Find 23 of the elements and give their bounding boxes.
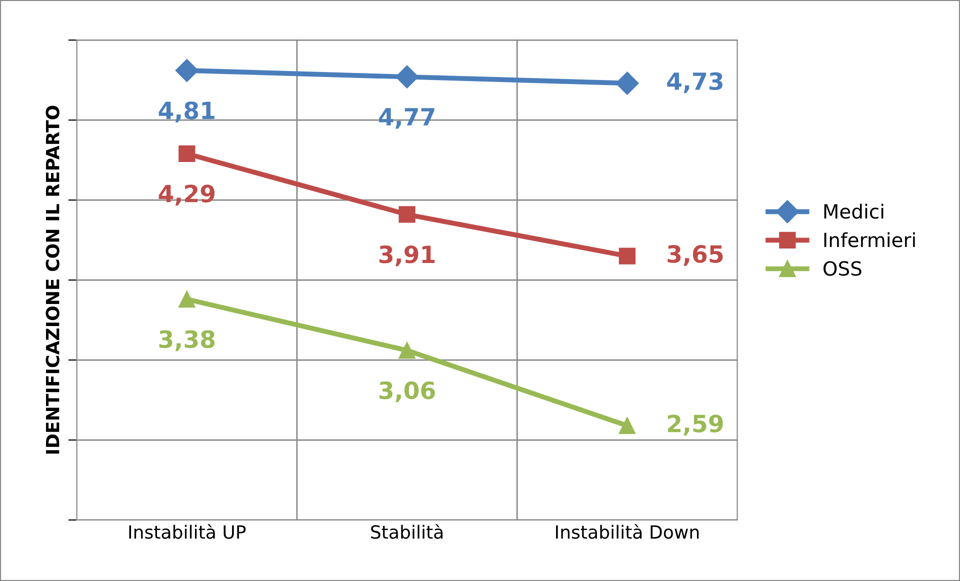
point bbox=[175, 58, 198, 82]
data-label: 3,91 bbox=[379, 245, 435, 266]
data-label: 2,59 bbox=[668, 414, 723, 436]
point bbox=[396, 65, 419, 88]
data-label: 3,06 bbox=[379, 381, 435, 402]
point bbox=[618, 417, 636, 434]
data-label: 4,73 bbox=[667, 72, 722, 94]
x-tick-label: Instabilità UP bbox=[129, 524, 246, 539]
point bbox=[398, 206, 416, 223]
legend-label: Medici bbox=[824, 204, 884, 219]
point bbox=[398, 342, 416, 359]
x-tick-label: Instabilità Down bbox=[556, 524, 699, 539]
point bbox=[178, 290, 196, 308]
x-tick-label: Stabilità bbox=[371, 524, 443, 539]
point bbox=[178, 145, 196, 162]
y-axis-title: IDENTIFICAZIONE CON IL REPARTO bbox=[46, 106, 60, 454]
point bbox=[616, 72, 639, 95]
legend-label: OSS bbox=[824, 261, 862, 276]
data-label: 4,81 bbox=[158, 101, 214, 122]
data-label: 3,65 bbox=[668, 245, 723, 266]
legend-label: Infermieri bbox=[824, 232, 915, 248]
data-label: 3,38 bbox=[159, 330, 215, 352]
point bbox=[618, 248, 636, 264]
